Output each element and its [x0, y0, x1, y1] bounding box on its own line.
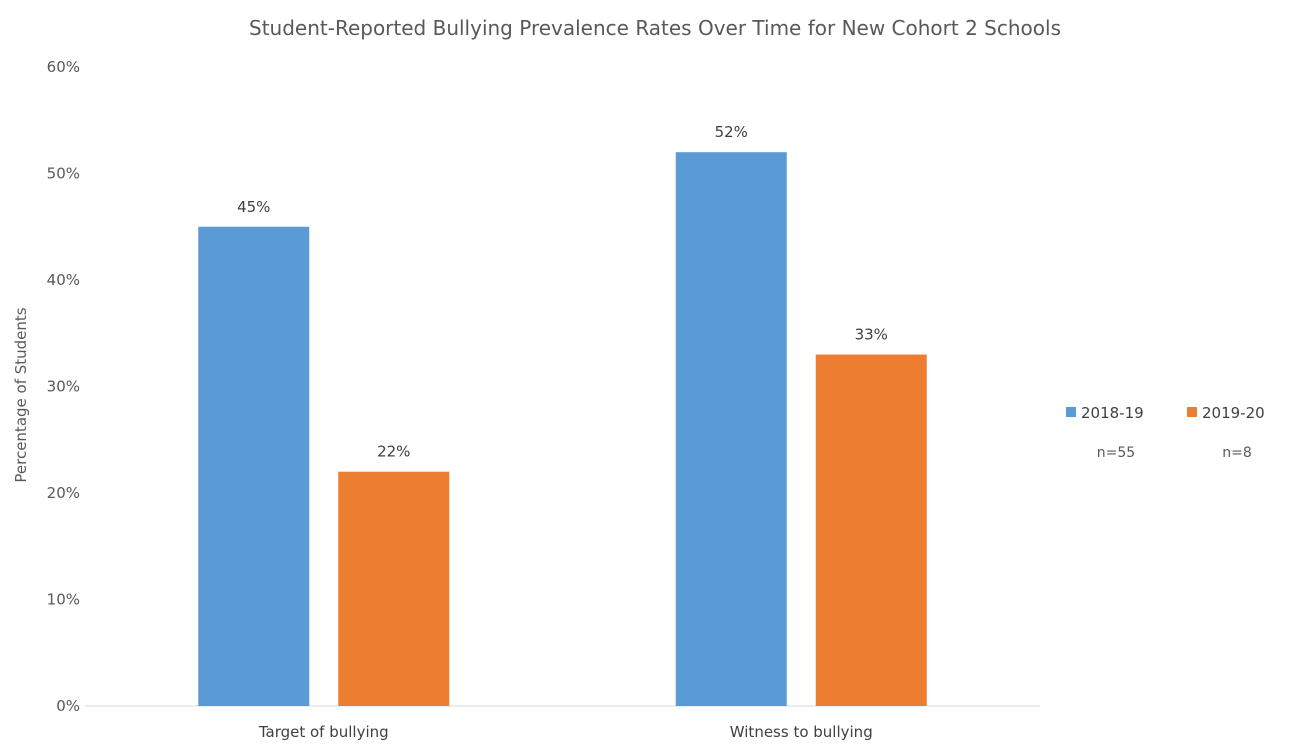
- data-label: 33%: [855, 326, 888, 344]
- legend-label: 2019-20: [1202, 404, 1265, 422]
- chart-title: Student-Reported Bullying Prevalence Rat…: [249, 16, 1061, 40]
- bar-2019-20-target-of-bullying: [338, 471, 450, 706]
- bar-2019-20-witness-to-bullying: [815, 354, 927, 706]
- legend-sample-size: n=8: [1222, 445, 1252, 461]
- legend-swatch: [1187, 407, 1197, 417]
- data-label: 22%: [377, 443, 410, 461]
- y-axis-label: Percentage of Students: [12, 307, 30, 482]
- data-labels-group: 45% 22% 52% 33%: [237, 123, 888, 461]
- y-tick-label: 30%: [47, 378, 80, 396]
- y-tick-label: 50%: [47, 165, 80, 183]
- legend: 2018-19 n=55 2019-20 n=8: [1066, 404, 1265, 461]
- y-tick-label: 10%: [47, 591, 80, 609]
- bar-2018-19-witness-to-bullying: [675, 152, 787, 706]
- y-tick-label: 40%: [47, 271, 80, 289]
- data-label: 45%: [237, 198, 270, 216]
- legend-sample-size: n=55: [1097, 445, 1135, 461]
- data-label: 52%: [715, 123, 748, 141]
- y-axis-ticks: 0% 10% 20% 30% 40% 50% 60%: [47, 58, 80, 715]
- category-label: Target of bullying: [258, 723, 389, 741]
- bar-2018-19-target-of-bullying: [198, 226, 310, 706]
- legend-swatch: [1066, 407, 1076, 417]
- y-tick-label: 60%: [47, 58, 80, 76]
- category-labels-group: Target of bullying Witness to bullying: [258, 723, 873, 741]
- y-tick-label: 20%: [47, 484, 80, 502]
- legend-label: 2018-19: [1081, 404, 1144, 422]
- bars-group: [198, 152, 927, 706]
- y-tick-label: 0%: [56, 697, 80, 715]
- category-label: Witness to bullying: [730, 723, 873, 741]
